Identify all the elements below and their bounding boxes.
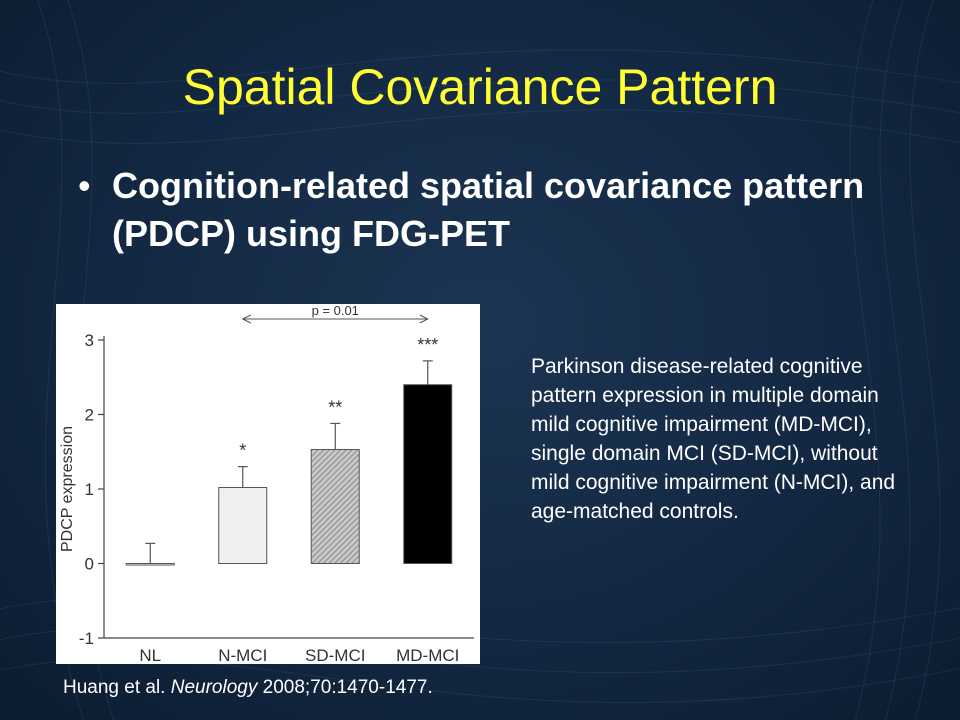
x-tick-label: NL: [139, 646, 161, 664]
x-tick-label: N-MCI: [218, 646, 267, 664]
significance-marker: *: [239, 441, 246, 461]
y-tick-label: 0: [85, 555, 94, 574]
y-tick-label: 3: [85, 331, 94, 350]
citation: Huang et al. Neurology 2008;70:1470-1477…: [63, 677, 663, 699]
x-tick-label: SD-MCI: [305, 646, 365, 664]
citation-details: 2008;70:1470-1477.: [257, 677, 433, 698]
y-tick-label: 2: [85, 406, 94, 425]
significance-marker: **: [328, 397, 342, 417]
bar-chart: -1 0 1 2 3 PDCP expression NL * N-MCI ** SD-MCI ***…: [59, 303, 474, 665]
bracket-arrow-right: [419, 314, 429, 324]
bar-sd-mci: [310, 449, 360, 564]
bracket-arrow-left: [241, 314, 251, 324]
bullet-text: Cognition-related spatial covariance pat…: [112, 165, 865, 254]
citation-journal: Neurology: [170, 677, 258, 698]
bar-chart-panel: -1 0 1 2 3 PDCP expression NL * N-MCI ** SD-MCI ***…: [56, 303, 480, 665]
y-tick-label: -1: [79, 629, 94, 648]
significance-marker: ***: [417, 335, 438, 355]
y-tick-label: 1: [85, 480, 94, 499]
p-value-annotation: p = 0.01: [312, 304, 359, 318]
citation-authors: Huang et al.: [63, 677, 171, 698]
x-tick-label: MD-MCI: [396, 646, 459, 664]
figure-caption: Parkinson disease-related cognitive patt…: [531, 355, 896, 523]
bar-md-mci: [403, 384, 453, 564]
bar-nl: [125, 563, 175, 566]
bar-n-mci: [218, 487, 268, 564]
slide-title: Spatial Covariance Pattern: [182, 59, 778, 115]
y-axis-label: PDCP expression: [59, 426, 76, 552]
bullet-marker: •: [78, 165, 91, 206]
